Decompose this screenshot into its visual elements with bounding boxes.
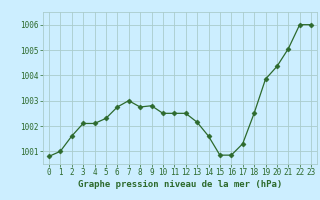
X-axis label: Graphe pression niveau de la mer (hPa): Graphe pression niveau de la mer (hPa) [78,180,282,189]
